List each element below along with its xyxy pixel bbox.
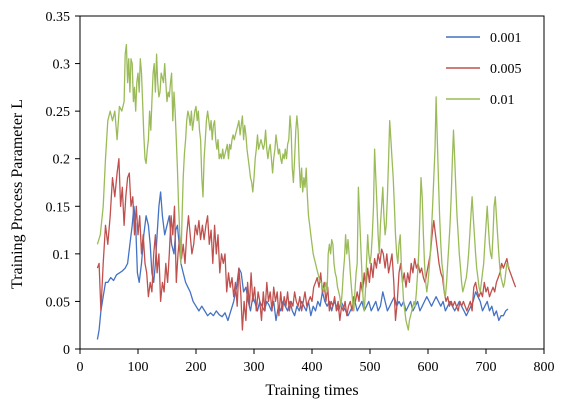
x-tick-label: 800 — [534, 360, 555, 375]
y-tick-label: 0.3 — [53, 58, 71, 73]
x-tick-label: 0 — [77, 360, 84, 375]
legend-label-0.001: 0.001 — [490, 31, 522, 46]
legend-label-0.005: 0.005 — [490, 62, 522, 77]
y-tick-label: 0.1 — [53, 248, 71, 263]
legend-label-0.01: 0.01 — [490, 93, 515, 108]
series-line-0.01 — [96, 43, 510, 331]
y-tick-label: 0.05 — [46, 295, 71, 310]
y-tick-label: 0.15 — [46, 200, 71, 215]
series-layer — [96, 43, 517, 340]
series-line-0.005 — [96, 158, 517, 331]
y-tick-label: 0.35 — [46, 10, 71, 25]
x-axis-title: Training times — [265, 382, 358, 399]
x-tick-label: 300 — [244, 360, 265, 375]
legend: 0.001 0.005 0.01 — [446, 31, 522, 108]
y-axis-title: Training Process Parameter L — [9, 99, 26, 289]
x-tick-label: 700 — [476, 360, 497, 375]
x-tick-label: 600 — [418, 360, 439, 375]
x-tick-label: 400 — [302, 360, 323, 375]
y-tick-label: 0.2 — [53, 153, 71, 168]
x-tick-label: 200 — [186, 360, 207, 375]
x-tick-label: 100 — [128, 360, 149, 375]
x-tick-label: 500 — [360, 360, 381, 375]
series-line-0.001 — [96, 191, 509, 340]
axes-layer: 0 100 200 300 400 500 600 700 800 0 0.05 0.1 0.15 0.2… — [46, 10, 555, 375]
y-tick-label: 0 — [63, 343, 70, 358]
y-tick-label: 0.25 — [46, 105, 71, 120]
